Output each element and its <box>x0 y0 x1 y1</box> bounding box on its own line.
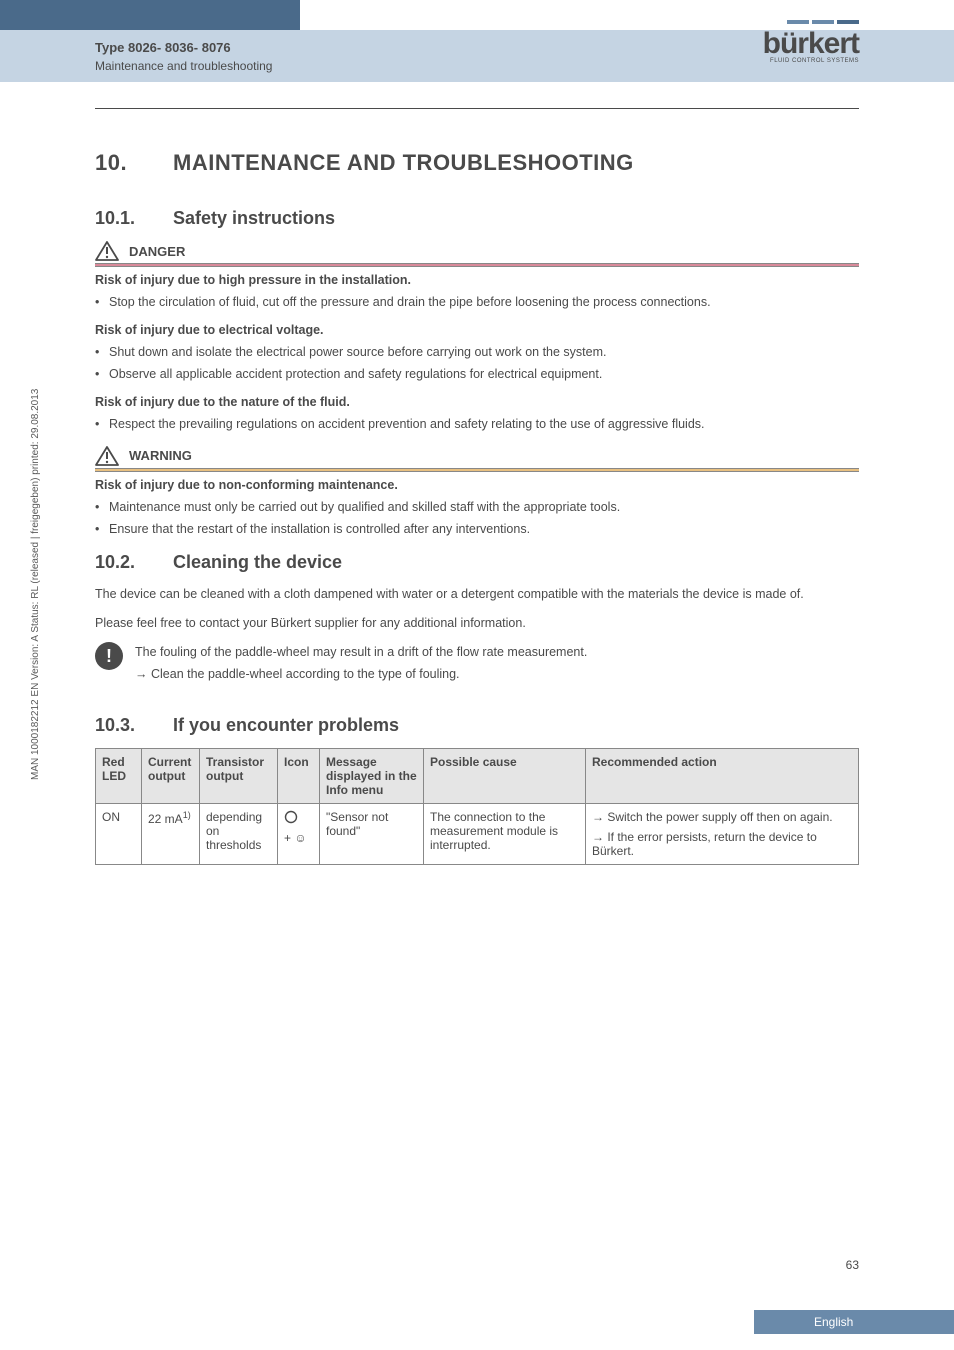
h2-safety: 10.1. Safety instructions <box>95 208 859 229</box>
note-body: The fouling of the paddle-wheel may resu… <box>135 642 587 685</box>
action-2: → If the error persists, return the devi… <box>592 830 852 858</box>
doc-type-label: Type 8026- 8036- 8076 <box>95 40 272 55</box>
cleaning-note: ! The fouling of the paddle-wheel may re… <box>95 642 859 685</box>
danger-label: DANGER <box>129 244 185 259</box>
note-line-2: → Clean the paddle-wheel according to th… <box>135 664 587 685</box>
content: 10. MAINTENANCE AND TROUBLESHOOTING 10.1… <box>95 150 859 865</box>
table-col-header: Recommended action <box>586 748 859 803</box>
header-light-strip: Type 8026- 8036- 8076 Maintenance and tr… <box>0 30 954 82</box>
header-left: Type 8026- 8036- 8076 Maintenance and tr… <box>95 40 272 73</box>
h2-title-2: Cleaning the device <box>173 552 342 573</box>
circle-icon <box>284 810 298 824</box>
cell-red-led: ON <box>96 803 142 864</box>
warning-triangle-icon <box>95 446 119 466</box>
info-icon: ! <box>95 642 123 670</box>
warning-heading: Risk of injury due to non-conforming mai… <box>95 478 859 492</box>
h2-problems: 10.3. If you encounter problems <box>95 715 859 736</box>
problems-table: Red LEDCurrent outputTransistor outputIc… <box>95 748 859 865</box>
bullet-item: •Ensure that the restart of the installa… <box>95 520 859 538</box>
h2-title-3: If you encounter problems <box>173 715 399 736</box>
danger-block-heading: Risk of injury due to electrical voltage… <box>95 323 859 337</box>
icon-plus: + <box>284 831 291 845</box>
logo-subtext: FLUID CONTROL SYSTEMS <box>770 58 859 64</box>
cell-cause: The connection to the measurement module… <box>424 803 586 864</box>
danger-triangle-icon <box>95 241 119 261</box>
logo-bar-3 <box>837 20 859 24</box>
table-col-header: Red LED <box>96 748 142 803</box>
danger-block-list: •Shut down and isolate the electrical po… <box>95 343 859 383</box>
danger-block-list: •Stop the circulation of fluid, cut off … <box>95 293 859 311</box>
danger-bar <box>95 263 859 267</box>
bullet-item: •Maintenance must only be carried out by… <box>95 498 859 516</box>
note-line-1: The fouling of the paddle-wheel may resu… <box>135 642 587 663</box>
table-col-header: Current output <box>142 748 200 803</box>
action-2-text: If the error persists, return the device… <box>592 830 817 858</box>
h2-num-2: 10.2. <box>95 552 173 573</box>
page-number: 63 <box>846 1258 859 1272</box>
bullet-item: •Respect the prevailing regulations on a… <box>95 415 859 433</box>
table-head: Red LEDCurrent outputTransistor outputIc… <box>96 748 859 803</box>
cell-icon: + ☺ <box>278 803 320 864</box>
header-dark-strip <box>0 0 300 30</box>
action-1-text: Switch the power supply off then on agai… <box>607 810 832 824</box>
logo-bar-2 <box>812 20 834 24</box>
danger-block-heading: Risk of injury due to high pressure in t… <box>95 273 859 287</box>
h1-num: 10. <box>95 150 173 176</box>
cell-message: "Sensor not found" <box>320 803 424 864</box>
table-col-header: Icon <box>278 748 320 803</box>
header-rule <box>95 108 859 109</box>
bullet-item: •Stop the circulation of fluid, cut off … <box>95 293 859 311</box>
cleaning-p1: The device can be cleaned with a cloth d… <box>95 585 859 604</box>
table-row: ON 22 mA1) depending on thresholds + ☺ "… <box>96 803 859 864</box>
logo-bar-1 <box>787 20 809 24</box>
cell-transistor: depending on thresholds <box>200 803 278 864</box>
header-notch <box>602 0 606 30</box>
doc-section-label: Maintenance and troubleshooting <box>95 59 272 73</box>
h2-cleaning: 10.2. Cleaning the device <box>95 552 859 573</box>
h2-num-3: 10.3. <box>95 715 173 736</box>
table-col-header: Message displayed in the Info menu <box>320 748 424 803</box>
warning-label: WARNING <box>129 448 192 463</box>
h1: 10. MAINTENANCE AND TROUBLESHOOTING <box>95 150 859 176</box>
burkert-logo: bürkert FLUID CONTROL SYSTEMS <box>763 20 859 64</box>
h2-num-1: 10.1. <box>95 208 173 229</box>
danger-block-heading: Risk of injury due to the nature of the … <box>95 395 859 409</box>
danger-block-list: •Respect the prevailing regulations on a… <box>95 415 859 433</box>
note-line-2-text: Clean the paddle-wheel according to the … <box>151 667 460 681</box>
sidebar-meta: MAN 1000182212 EN Version: A Status: RL … <box>30 389 41 780</box>
table-col-header: Possible cause <box>424 748 586 803</box>
warning-head: WARNING <box>95 446 859 466</box>
bullet-item: •Observe all applicable accident protect… <box>95 365 859 383</box>
table-head-row: Red LEDCurrent outputTransistor outputIc… <box>96 748 859 803</box>
cell-current-sup: 1) <box>183 810 191 820</box>
logo-text: bürkert <box>763 27 859 61</box>
warning-bar <box>95 468 859 472</box>
table-col-header: Transistor output <box>200 748 278 803</box>
h2-title-1: Safety instructions <box>173 208 335 229</box>
cell-current-val: 22 mA <box>148 812 183 826</box>
danger-head: DANGER <box>95 241 859 261</box>
warning-items: •Maintenance must only be carried out by… <box>95 498 859 538</box>
cell-action: → Switch the power supply off then on ag… <box>586 803 859 864</box>
face-icon: ☺ <box>294 831 306 845</box>
cleaning-p2: Please feel free to contact your Bürkert… <box>95 614 859 633</box>
h1-title: MAINTENANCE AND TROUBLESHOOTING <box>173 150 634 176</box>
bullet-item: •Shut down and isolate the electrical po… <box>95 343 859 361</box>
logo-bars <box>787 20 859 24</box>
cell-current: 22 mA1) <box>142 803 200 864</box>
footer-language: English <box>754 1310 954 1334</box>
action-1: → Switch the power supply off then on ag… <box>592 810 852 824</box>
danger-blocks: Risk of injury due to high pressure in t… <box>95 273 859 434</box>
